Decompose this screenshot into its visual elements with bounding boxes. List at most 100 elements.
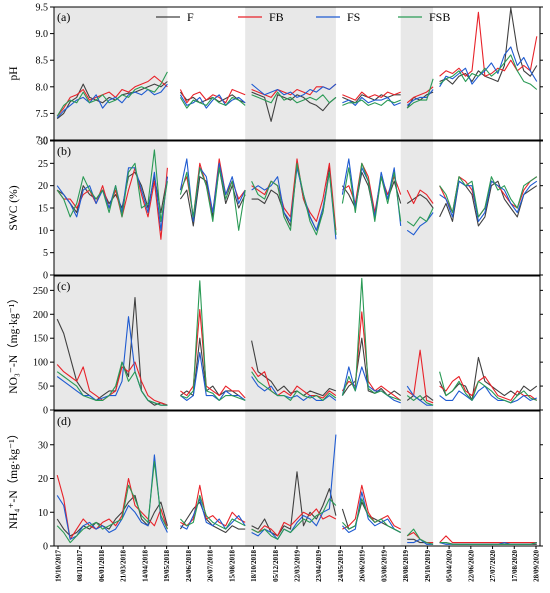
legend-label-FSB: FSB bbox=[429, 10, 450, 24]
x-tick-label: 06/01/2018 bbox=[98, 550, 106, 582]
series-line-FSB bbox=[439, 176, 538, 218]
shaded-period bbox=[245, 411, 336, 546]
plot-frame bbox=[53, 275, 541, 411]
panel-b: 0 5 10 15 20 25 30 (b) SWC (%) bbox=[8, 137, 543, 282]
series-line-F bbox=[439, 356, 538, 401]
series-line-FS bbox=[179, 158, 246, 222]
y-tick-label: 10 bbox=[38, 226, 48, 237]
x-tick-label: 15/08/2018 bbox=[228, 550, 236, 582]
x-tick-label: 03/08/2019 bbox=[380, 550, 388, 582]
series-line-FSB bbox=[406, 395, 434, 406]
series-line-FSB bbox=[56, 361, 168, 406]
y-tick-label: 20 bbox=[38, 474, 48, 485]
x-tick-label: 23/04/2019 bbox=[315, 550, 323, 582]
series-line-FB bbox=[180, 308, 246, 399]
y-tick-label: 30 bbox=[38, 440, 48, 451]
shaded-period bbox=[54, 7, 168, 140]
y-tick-label: 250 bbox=[33, 286, 48, 297]
y-tick-label: 20 bbox=[38, 181, 48, 192]
x-tick-label: 08/11/2017 bbox=[76, 550, 84, 582]
legend-label-F: F bbox=[187, 10, 194, 24]
series-line-FS bbox=[251, 376, 337, 401]
series-line-FB bbox=[251, 158, 337, 231]
x-tick-label: 19/05/2018 bbox=[163, 550, 171, 582]
y-tick-label: 150 bbox=[33, 334, 48, 345]
shaded-period bbox=[245, 141, 336, 275]
y-axis-label: NO₃⁻-N（mg·kg⁻¹） bbox=[7, 292, 20, 393]
x-tick-label: 28/09/2020 bbox=[533, 550, 541, 582]
series-line-FSB bbox=[56, 461, 168, 544]
series-line-FB bbox=[406, 86, 434, 104]
shaded-period bbox=[400, 141, 434, 275]
x-tick-label: 26/07/2018 bbox=[207, 550, 215, 582]
y-tick-label: 0 bbox=[43, 542, 48, 553]
series-line-FB bbox=[341, 311, 402, 401]
x-tick-label: 18/10/2018 bbox=[250, 550, 258, 582]
panel-label: (b) bbox=[57, 144, 71, 158]
panel-d: 0 10 20 30 (d) NH₄⁺-N（mg·kg⁻¹） bbox=[7, 410, 543, 553]
series-line-F bbox=[342, 94, 401, 104]
x-tick-label: 24/06/2018 bbox=[185, 550, 193, 582]
series-line-FSB bbox=[251, 371, 337, 401]
y-tick-label: 7.0 bbox=[36, 136, 49, 147]
series-line-FB bbox=[251, 508, 337, 537]
y-tick-label: 8.0 bbox=[36, 82, 49, 93]
series-line-FSB bbox=[406, 207, 434, 227]
series-line-FS bbox=[342, 491, 401, 534]
y-tick-label: 200 bbox=[33, 310, 48, 321]
series-line-FSB bbox=[439, 371, 537, 404]
panel-label: (a) bbox=[57, 10, 70, 24]
y-tick-label: 30 bbox=[38, 137, 48, 148]
y-tick-label: 100 bbox=[33, 358, 48, 369]
shaded-period bbox=[245, 276, 336, 410]
series-line-FSB bbox=[180, 280, 246, 401]
series-line-FB bbox=[179, 88, 246, 104]
series-line-FB bbox=[251, 83, 337, 98]
series-line-FS bbox=[251, 83, 337, 98]
x-tick-label: 17/08/2020 bbox=[511, 550, 519, 582]
series-line-FSB bbox=[406, 528, 434, 545]
series-line-FSB bbox=[251, 498, 337, 540]
y-tick-label: 8.5 bbox=[36, 56, 49, 67]
y-axis-label: NH₄⁺-N（mg·kg⁻¹） bbox=[7, 428, 20, 529]
x-tick-label: 29/10/2019 bbox=[424, 550, 432, 582]
series-line-FSB bbox=[342, 99, 401, 106]
series-line-FB bbox=[56, 474, 168, 540]
series-line-FS bbox=[406, 212, 434, 236]
legend-label-FS: FS bbox=[347, 10, 360, 24]
series-line-FSB bbox=[251, 91, 337, 104]
series-line-FS bbox=[180, 352, 246, 401]
x-tick-label: 27/07/2020 bbox=[489, 550, 497, 582]
series-line-FB bbox=[342, 91, 401, 101]
series-line-FSB bbox=[251, 162, 337, 236]
y-tick-label: 5 bbox=[43, 248, 48, 259]
shaded-period bbox=[400, 7, 434, 140]
y-axis-label: pH bbox=[8, 66, 20, 80]
shaded-period bbox=[400, 276, 434, 410]
series-line-F bbox=[251, 91, 337, 122]
series-line-F bbox=[406, 194, 434, 209]
y-tick-label: 0 bbox=[43, 406, 48, 417]
series-line-FSB bbox=[56, 71, 168, 117]
legend: F FB FS FSB bbox=[156, 10, 450, 24]
series-line-FSB bbox=[179, 96, 246, 109]
series-line-F bbox=[439, 7, 538, 85]
series-line-FB bbox=[56, 361, 168, 406]
series-line-F bbox=[251, 471, 337, 537]
series-line-FB bbox=[439, 11, 538, 77]
series-line-FSB bbox=[179, 167, 246, 231]
y-tick-label: 9.5 bbox=[36, 3, 49, 14]
x-tick-label: 05/04/2020 bbox=[446, 550, 454, 582]
series-line-FS bbox=[439, 180, 538, 222]
x-tick-label: 14/04/2018 bbox=[141, 550, 149, 582]
x-tick-label: 19/10/2017 bbox=[55, 550, 63, 582]
y-tick-label: 50 bbox=[38, 382, 48, 393]
panel-a: 7.0 7.5 8.0 8.5 9.0 9.5 (a) pH bbox=[8, 3, 543, 147]
series-line-FB bbox=[406, 189, 434, 205]
series-line-FSB bbox=[439, 54, 538, 90]
y-tick-label: 15 bbox=[38, 204, 48, 215]
plot-frame bbox=[53, 6, 541, 141]
series-line-FS bbox=[341, 366, 401, 404]
series-line-FS bbox=[406, 385, 434, 406]
